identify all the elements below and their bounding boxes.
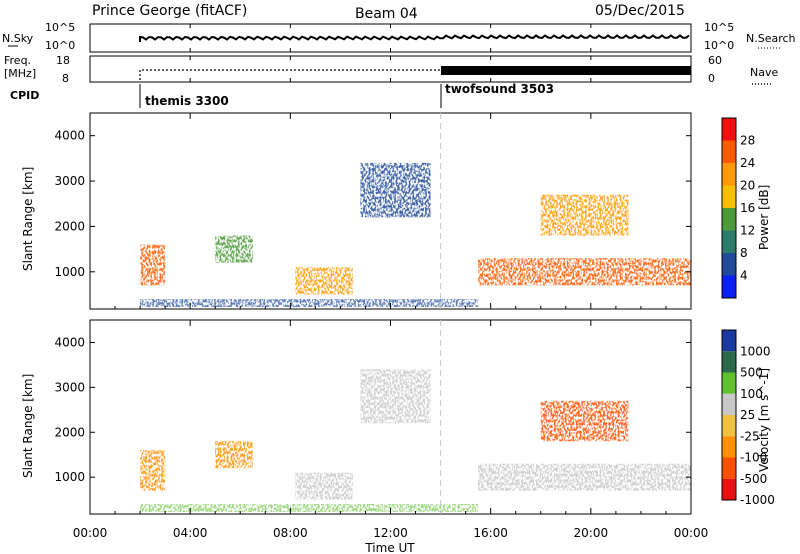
- sky-left-label: N.Sky: [2, 32, 34, 45]
- colorbar-tick-label: 25: [740, 408, 755, 422]
- colorbar-tick-label: -1000: [740, 493, 775, 507]
- colorbar-tick-label: 24: [740, 156, 755, 170]
- colorbar-segment: [722, 372, 736, 394]
- date-label: 05/Dec/2015: [595, 3, 685, 19]
- sky-right-tick-high: 10^5: [704, 21, 734, 34]
- beam-label: Beam 04: [355, 6, 418, 22]
- x-tick-label: 12:00: [373, 526, 408, 540]
- colorbar-tick-label: 500: [740, 366, 763, 380]
- cpid-label: CPID: [10, 89, 39, 102]
- colorbar-segment: [722, 253, 736, 276]
- cpid-program-1: themis 3300: [145, 94, 229, 108]
- colorbar-segment: [722, 208, 736, 231]
- colorbar-tick-label: 28: [740, 134, 755, 148]
- colorbar-tick-label: -100: [740, 451, 767, 465]
- y-tick-label: 1000: [54, 470, 85, 484]
- x-tick-label: 04:00: [173, 526, 208, 540]
- power-y-axis-label: Slant Range [km]: [21, 167, 35, 271]
- velocity-y-axis-label: Slant Range [km]: [21, 374, 35, 478]
- power-region: [215, 235, 253, 263]
- colorbar-segment: [722, 457, 736, 479]
- velocity-region: [295, 472, 353, 500]
- colorbar-tick-label: 12: [740, 224, 755, 238]
- colorbar-segment: [722, 118, 736, 141]
- colorbar-tick-label: 20: [740, 179, 755, 193]
- velocity-region: [360, 369, 431, 424]
- sky-right-label: N.Search: [746, 32, 796, 45]
- x-tick-label: 00:00: [674, 526, 709, 540]
- chart-title: Prince George (fitACF): [92, 3, 247, 19]
- velocity-ground-scatter: [140, 504, 479, 512]
- y-tick-label: 4000: [54, 129, 85, 143]
- colorbar-segment: [722, 163, 736, 186]
- velocity-region: [478, 463, 691, 491]
- x-axis-label: Time UT: [364, 541, 415, 554]
- colorbar-tick-label: 1000: [740, 344, 771, 358]
- colorbar-segment: [722, 275, 736, 298]
- velocity-colorbar: 1000 500 100 25 -25 -100 -500 -1000: [721, 329, 775, 507]
- colorbar-segment: [722, 436, 736, 458]
- power-region: [295, 267, 353, 295]
- y-tick-label: 3000: [54, 174, 85, 188]
- x-tick-label: 00:00: [73, 526, 108, 540]
- velocity-heatmap: [140, 369, 691, 512]
- power-colorbar: 28 24 20 16 12 8 4: [721, 117, 755, 299]
- power-colorbar-label: Power [dB]: [757, 185, 771, 250]
- power-region: [478, 258, 691, 286]
- velocity-region: [540, 400, 629, 442]
- sky-right-tick-low: 10^0: [704, 39, 734, 52]
- x-tick-label: 20:00: [574, 526, 609, 540]
- power-region: [140, 244, 166, 286]
- power-region: [360, 162, 431, 218]
- power-heatmap: [140, 162, 691, 307]
- freq-label: Freq.: [4, 54, 31, 67]
- colorbar-segment: [722, 140, 736, 163]
- nsky-trace: [139, 34, 690, 42]
- colorbar-segment: [722, 185, 736, 208]
- velocity-colorbar-label: Velocity [m s^-1]: [757, 368, 771, 472]
- nave-tick-high: 60: [708, 54, 722, 67]
- y-tick-label: 2000: [54, 219, 85, 233]
- colorbar-segment: [722, 351, 736, 373]
- colorbar-frame: [721, 117, 737, 299]
- nave-trace: [441, 66, 691, 75]
- velocity-region: [215, 441, 253, 469]
- y-tick-label: 4000: [54, 335, 85, 349]
- colorbar-tick-label: 100: [740, 387, 763, 401]
- y-tick-label: 1000: [54, 265, 85, 279]
- colorbar-segment: [722, 415, 736, 437]
- colorbar-tick-label: 8: [740, 246, 748, 260]
- colorbar-frame: [721, 329, 737, 501]
- cpid-program-2: twofsound 3503: [445, 82, 554, 96]
- colorbar-segment: [722, 230, 736, 253]
- sky-left-tick-low: 10^0: [45, 39, 75, 52]
- velocity-y-axis: 1000 2000 3000 4000: [54, 335, 691, 484]
- x-tick-label: 08:00: [273, 526, 308, 540]
- colorbar-tick-label: -25: [740, 429, 760, 443]
- y-tick-label: 3000: [54, 380, 85, 394]
- y-tick-label: 2000: [54, 425, 85, 439]
- colorbar-segment: [722, 478, 736, 500]
- nave-tick-low: 0: [708, 72, 715, 85]
- freq-unit: [MHz]: [4, 67, 36, 80]
- colorbar-tick-label: -500: [740, 472, 767, 486]
- colorbar-tick-label: 16: [740, 201, 755, 215]
- colorbar-segment: [722, 393, 736, 415]
- x-tick-label: 16:00: [473, 526, 508, 540]
- power-y-axis: 1000 2000 3000 4000: [54, 129, 691, 279]
- sky-left-tick-high: 10^5: [45, 21, 75, 34]
- power-ground-scatter: [140, 299, 479, 307]
- colorbar-segment: [722, 330, 736, 352]
- freq-tick-high: 18: [56, 54, 70, 67]
- power-region: [540, 194, 629, 236]
- velocity-region: [140, 450, 166, 491]
- time-x-axis: 00:00 04:00 08:00 12:00 16:00 20:00 00:00: [73, 24, 709, 540]
- freq-tick-low: 8: [62, 72, 69, 85]
- nave-label: Nave: [750, 66, 778, 79]
- colorbar-tick-label: 4: [740, 269, 748, 283]
